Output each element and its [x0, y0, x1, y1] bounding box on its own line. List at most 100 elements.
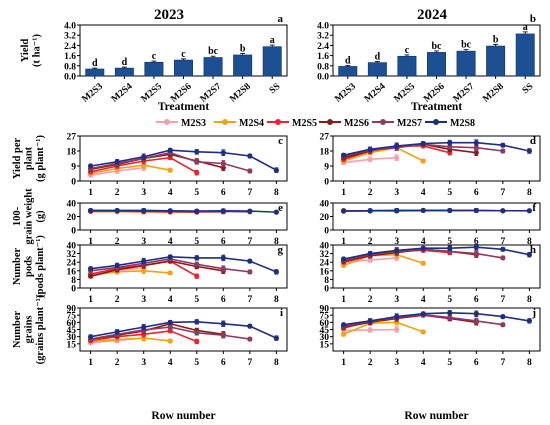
legend-marker [327, 119, 333, 125]
bar-letter: d [122, 57, 128, 68]
xtick-label: 8 [527, 237, 532, 247]
xtick-label: 6 [221, 188, 226, 198]
panel-c: c 0 9 18 27 Yield per plant (g plant⁻¹) 1 2 3 4 5 6 7 8 [12, 133, 288, 198]
xtick-label: 7 [247, 237, 252, 247]
series-line [90, 149, 277, 171]
data-point [526, 208, 532, 214]
xtick-label: SS [521, 82, 536, 96]
series-line [90, 164, 171, 175]
bar-letter: b [240, 44, 246, 55]
xtick-label: 1 [341, 358, 346, 368]
plot-frame [79, 244, 288, 289]
plot-frame [332, 244, 541, 289]
data-point [526, 148, 532, 154]
panel-d: d 0 9 18 27 1 2 3 4 5 6 7 8 [320, 133, 541, 198]
series-m2s8 [341, 139, 532, 158]
ytick-label: 90 [67, 305, 77, 315]
xtick-label: 8 [274, 237, 279, 247]
legend-label: M2S8 [450, 118, 475, 129]
data-point [194, 319, 200, 325]
data-point [141, 154, 147, 160]
data-point [500, 208, 506, 214]
plot-frame [79, 135, 288, 182]
series-m2s8 [88, 254, 279, 275]
legend-label: M2S3 [181, 118, 206, 129]
data-point [194, 255, 200, 261]
data-point [367, 208, 373, 214]
ytick-label: 2.4 [317, 42, 329, 52]
series-line [90, 260, 224, 277]
data-point [526, 318, 532, 324]
xtick-label: 4 [421, 188, 426, 198]
ylabel-line: Yield per [12, 138, 23, 180]
series-line [343, 311, 530, 326]
ytick-label: 9 [324, 163, 329, 173]
data-point [367, 251, 373, 257]
legend-label: M2S6 [344, 118, 369, 129]
data-point [220, 208, 226, 214]
xtick-label: 3 [394, 295, 399, 305]
bar-letter: bc [208, 46, 219, 57]
xtick-label: 3 [394, 188, 399, 198]
ytick-label: 18 [67, 148, 77, 158]
ytick-label: 0.0 [64, 73, 76, 83]
data-point [500, 322, 506, 328]
data-point [220, 266, 226, 272]
ytick-label: 27 [67, 133, 77, 143]
data-point [447, 245, 453, 251]
data-point [394, 155, 400, 161]
data-point [447, 310, 453, 316]
ylabel: 100- grain weight (g) [12, 188, 46, 245]
legend-marker [222, 119, 228, 125]
ytick-label: 4.0 [317, 22, 329, 32]
xtick-label: 8 [527, 188, 532, 198]
ytick-label: 24 [320, 259, 330, 269]
xtick-label: 7 [247, 358, 252, 368]
ylabel: Number grains (grains plant⁻¹) [12, 294, 46, 364]
xtick-label: 4 [421, 237, 426, 247]
data-point [194, 273, 200, 279]
ylabel-line: (pods plant⁻¹) [35, 235, 46, 298]
data-point [341, 152, 347, 158]
ylabel-line: grain weight [24, 188, 35, 245]
xtick-label: 1 [341, 188, 346, 198]
data-point [220, 321, 226, 327]
bar-letter: c [181, 49, 186, 60]
panel-letter: j [531, 307, 536, 319]
bar [233, 54, 253, 77]
series-line [90, 256, 277, 273]
bar-letter: b [493, 34, 499, 45]
panel-b: b0.00.81.62.43.24.0dM2S3dM2S4cM2S5bcM2S6… [317, 13, 541, 113]
data-point [394, 208, 400, 214]
ylabel-line: (grains plant⁻¹) [35, 294, 46, 364]
series-m2s8 [341, 243, 532, 262]
data-point [420, 207, 426, 214]
xtick-label: 4 [168, 295, 173, 305]
ytick-label: 40 [67, 200, 77, 210]
ytick-label: 45 [67, 326, 77, 336]
xtick-label: 3 [394, 358, 399, 368]
panel-letter: f [532, 202, 536, 214]
xtick-label: 5 [194, 237, 199, 247]
bar-letter: a [270, 35, 275, 46]
bar-letter: c [152, 51, 157, 62]
panel-f: f 0 20 40 1 2 3 4 5 6 7 8 [320, 200, 541, 247]
bar-letter: c [405, 45, 410, 56]
ytick-label: 18 [320, 148, 330, 158]
data-point [194, 159, 200, 165]
data-point [500, 255, 506, 261]
data-point [273, 167, 279, 173]
ytick-label: 32 [320, 250, 330, 260]
ytick-label: 3.2 [64, 32, 76, 42]
data-point [420, 140, 426, 147]
ytick-label: 0.0 [317, 73, 329, 83]
bar-letter: a [523, 22, 528, 33]
data-point [114, 207, 120, 214]
data-point [420, 158, 426, 164]
bar [174, 59, 193, 77]
data-point [341, 256, 347, 262]
legend-marker [433, 119, 439, 125]
legend-item-m2s6: M2S6 [319, 118, 369, 129]
data-point [447, 144, 453, 150]
